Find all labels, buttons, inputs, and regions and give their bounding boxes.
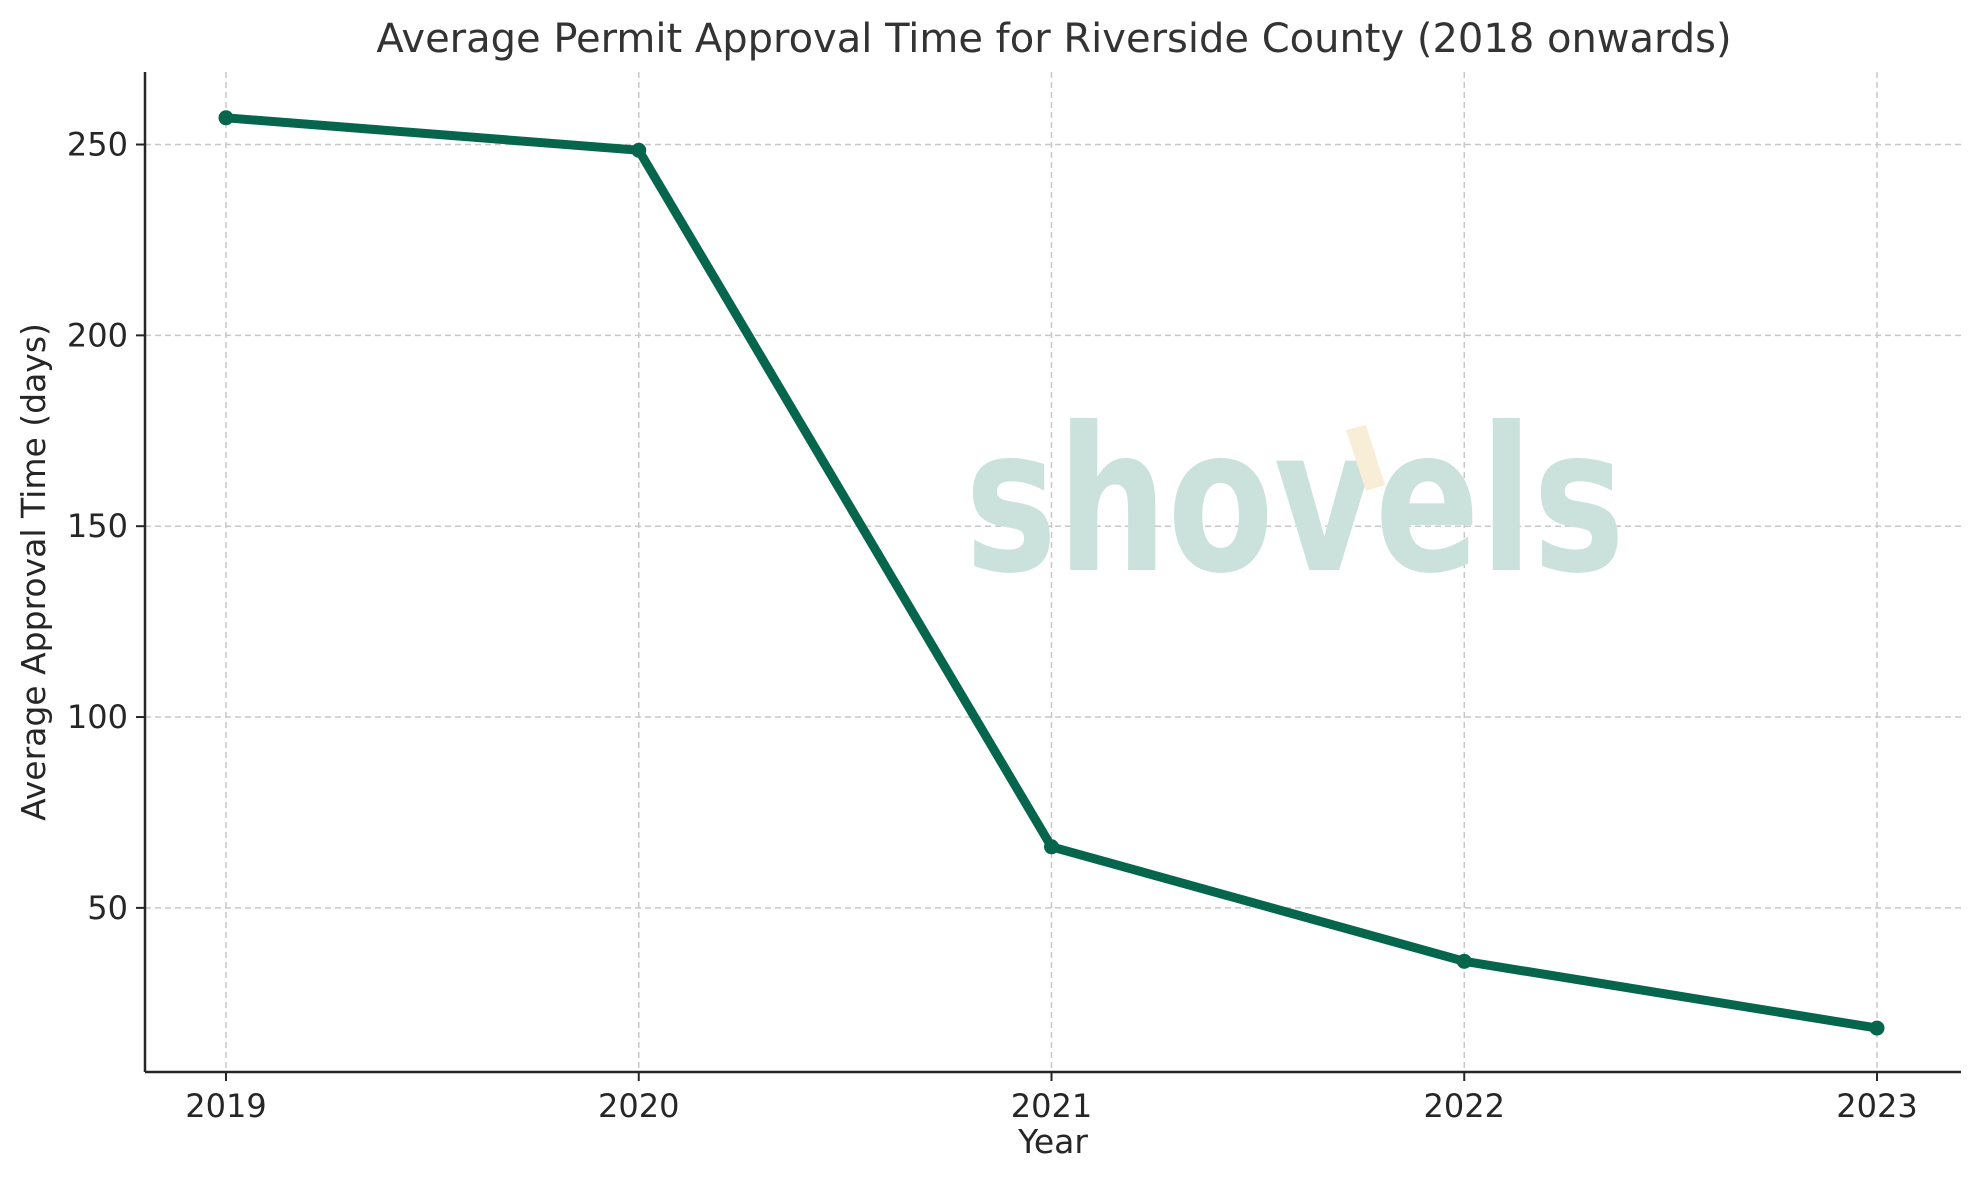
tick-layer: 2019 2020 2021 2022 2023 50 100 150 200 250 <box>67 126 1918 1125</box>
x-tick-label: 2022 <box>1424 1087 1505 1125</box>
y-tick-label: 100 <box>67 698 128 736</box>
x-tick-label: 2023 <box>1836 1087 1917 1125</box>
data-point <box>1456 953 1472 969</box>
y-tick-label: 200 <box>67 316 128 354</box>
y-axis-label: Average Approval Time (days) <box>14 323 53 821</box>
x-tick-label: 2020 <box>598 1087 679 1125</box>
data-point <box>1869 1020 1885 1036</box>
watermark: shovels <box>965 385 1625 618</box>
grid-layer <box>145 72 1961 1072</box>
y-tick-label: 250 <box>67 126 128 164</box>
y-tick-label: 150 <box>67 507 128 545</box>
watermark-accent-mark <box>1346 425 1385 491</box>
chart-title: Average Permit Approval Time for Riversi… <box>376 16 1731 62</box>
x-tick-label: 2019 <box>185 1087 266 1125</box>
x-axis-label: Year <box>1017 1122 1088 1161</box>
data-point <box>631 142 647 158</box>
y-tick-label: 50 <box>87 889 128 927</box>
axes-layer <box>143 72 1961 1074</box>
x-tick-label: 2021 <box>1011 1087 1092 1125</box>
watermark-logo-text: shovels <box>965 385 1625 618</box>
data-point <box>1044 839 1059 855</box>
series-layer <box>218 110 1885 1036</box>
data-point <box>218 110 234 126</box>
